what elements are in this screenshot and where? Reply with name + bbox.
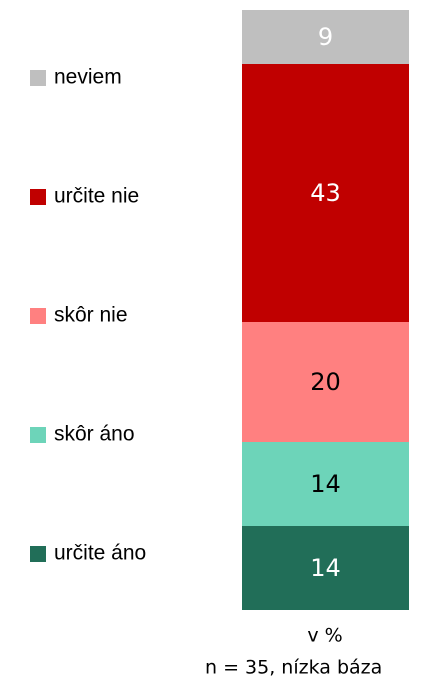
- bar-segment: [242, 10, 409, 64]
- legend-label: neviem: [54, 66, 122, 89]
- bar-segment: [242, 442, 409, 526]
- legend-swatch: [30, 189, 46, 205]
- unit-label: v %: [307, 625, 342, 647]
- legend-swatch: [30, 308, 46, 324]
- bar-segment: [242, 322, 409, 442]
- legend-label: skôr nie: [54, 304, 128, 327]
- legend-swatch: [30, 427, 46, 443]
- note: n = 35, nízka báza: [205, 657, 382, 679]
- data-label: 43: [310, 179, 341, 207]
- bar-segment: [242, 64, 409, 322]
- legend-swatch: [30, 546, 46, 562]
- legend-swatch: [30, 70, 46, 86]
- data-label: 9: [318, 23, 333, 51]
- legend-label: určite nie: [54, 185, 139, 208]
- legend-label: skôr áno: [54, 423, 135, 446]
- bar-segment: [242, 526, 409, 610]
- data-label: 14: [310, 554, 341, 582]
- legend-label: určite áno: [54, 542, 146, 565]
- data-label: 20: [310, 368, 341, 396]
- data-label: 14: [310, 470, 341, 498]
